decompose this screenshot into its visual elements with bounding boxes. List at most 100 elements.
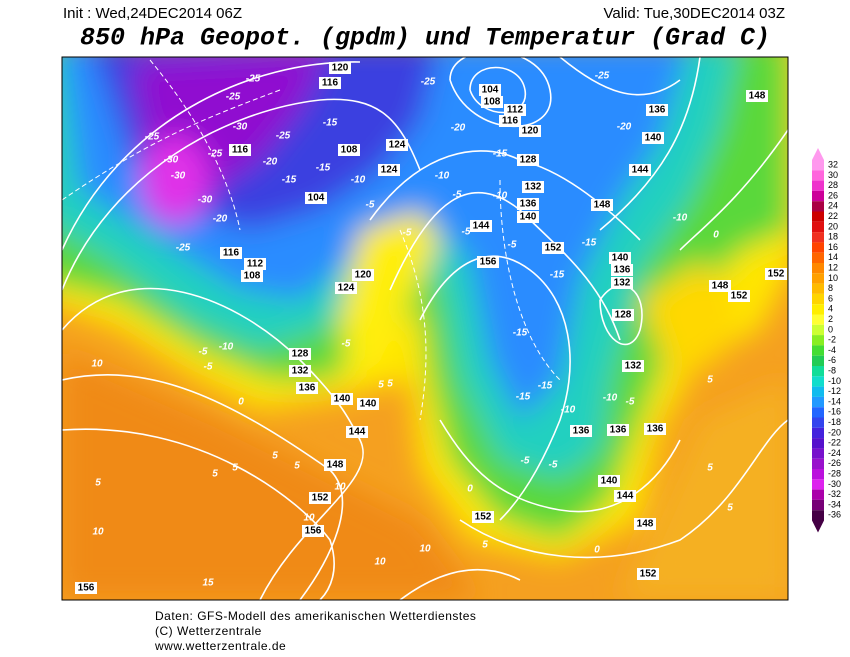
color-band — [812, 499, 824, 511]
color-band — [812, 263, 824, 274]
label-box — [519, 125, 541, 137]
geopotential-label: 136 — [299, 383, 316, 394]
color-band — [812, 366, 824, 377]
temperature-label: -15 — [316, 163, 331, 174]
temperature-label: 10 — [92, 527, 104, 538]
label-box — [352, 269, 374, 281]
color-scale-label: 0 — [828, 324, 833, 334]
label-box — [570, 425, 592, 437]
color-band — [812, 242, 824, 253]
color-scale-label: -26 — [828, 458, 841, 468]
color-band — [812, 438, 824, 449]
temperature-label: -10 — [603, 393, 618, 404]
geopotential-label: 140 — [645, 133, 662, 144]
temperature-label: -10 — [673, 213, 688, 224]
color-scale-label: 22 — [828, 211, 838, 221]
temperature-label: -25 — [595, 71, 610, 82]
color-band — [812, 252, 824, 263]
label-box — [611, 277, 633, 289]
geopotential-label: 104 — [308, 193, 325, 204]
color-band — [812, 221, 824, 233]
geopotential-label: 136 — [647, 424, 664, 435]
temperature-label: -5 — [521, 456, 530, 467]
temperature-label: -25 — [421, 77, 436, 88]
color-scale-label: -6 — [828, 355, 836, 365]
geopotential-label: 152 — [475, 512, 492, 523]
label-box — [504, 104, 526, 116]
label-box — [331, 393, 353, 405]
temperature-label: -10 — [561, 405, 576, 416]
geopotential-label: 140 — [612, 253, 629, 264]
geopotential-label: 156 — [78, 583, 95, 594]
color-scale-label: -12 — [828, 386, 841, 396]
temperature-label: 5 — [232, 463, 238, 474]
color-scale-label: -24 — [828, 448, 841, 458]
temperature-label: 5 — [387, 379, 393, 390]
geopotential-label: 116 — [232, 145, 249, 156]
color-band — [812, 376, 824, 387]
label-box — [614, 490, 636, 502]
label-box — [522, 181, 544, 193]
temperature-label: 5 — [707, 463, 713, 474]
color-scale-label: -10 — [828, 376, 841, 386]
geopotential-label: 120 — [355, 270, 372, 281]
color-scale-label: 14 — [828, 252, 838, 262]
color-band — [812, 232, 824, 243]
label-box — [517, 154, 539, 166]
color-band — [812, 293, 824, 305]
temperature-label: 10 — [334, 482, 346, 493]
geopotential-label: 148 — [637, 519, 654, 530]
label-box — [746, 90, 768, 102]
temperature-label: -25 — [226, 92, 241, 103]
geopotential-label: 108 — [484, 97, 501, 108]
temperature-label: -5 — [403, 228, 412, 239]
color-scale-label: 2 — [828, 314, 833, 324]
temperature-label: 5 — [707, 375, 713, 386]
label-box — [591, 199, 613, 211]
temperature-label: -20 — [451, 123, 466, 134]
color-band — [812, 479, 824, 490]
geopotential-label: 136 — [573, 426, 590, 437]
geopotential-label: 104 — [482, 85, 499, 96]
temperature-label: 0 — [713, 230, 719, 241]
temperature-label: -5 — [453, 190, 462, 201]
color-band — [812, 489, 824, 500]
label-box — [499, 115, 521, 127]
label-box — [324, 459, 346, 471]
geopotential-label: 148 — [327, 460, 344, 471]
geopotential-label: 120 — [522, 126, 539, 137]
label-box — [709, 280, 731, 292]
temperature-field — [62, 57, 788, 600]
temperature-label: -20 — [617, 122, 632, 133]
temperature-label: -15 — [323, 118, 338, 129]
map-title: 850 hPa Geopot. (gpdm) und Temperatur (G… — [80, 24, 770, 53]
label-box — [335, 282, 357, 294]
geopotential-label: 156 — [480, 257, 497, 268]
temperature-label: 5 — [95, 478, 101, 489]
label-box — [302, 525, 324, 537]
footer-source: Daten: GFS-Modell des amerikanischen Wet… — [155, 609, 476, 623]
color-band — [812, 448, 824, 459]
label-box — [622, 360, 644, 372]
temperature-label: -15 — [493, 149, 508, 160]
color-scale-label: 4 — [828, 304, 833, 314]
geopotential-contours — [62, 57, 788, 600]
label-box — [305, 192, 327, 204]
temperature-label: 15 — [202, 578, 214, 589]
geopotential-label: 120 — [332, 63, 349, 74]
temperature-label: -25 — [208, 149, 223, 160]
map-frame — [61, 56, 789, 601]
color-scale-label: -36 — [828, 510, 841, 520]
color-scale-label: -32 — [828, 489, 841, 499]
label-box — [612, 309, 634, 321]
color-band — [812, 345, 824, 356]
temperature-label: -25 — [276, 131, 291, 142]
temperature-label: 5 — [294, 461, 300, 472]
label-box — [629, 164, 651, 176]
geopotential-label: 144 — [473, 221, 490, 232]
label-box — [642, 132, 664, 144]
temperature-label: -5 — [342, 339, 351, 350]
temperature-label: -15 — [516, 392, 531, 403]
color-scale-label: -18 — [828, 417, 841, 427]
temperature-label: -20 — [263, 157, 278, 168]
